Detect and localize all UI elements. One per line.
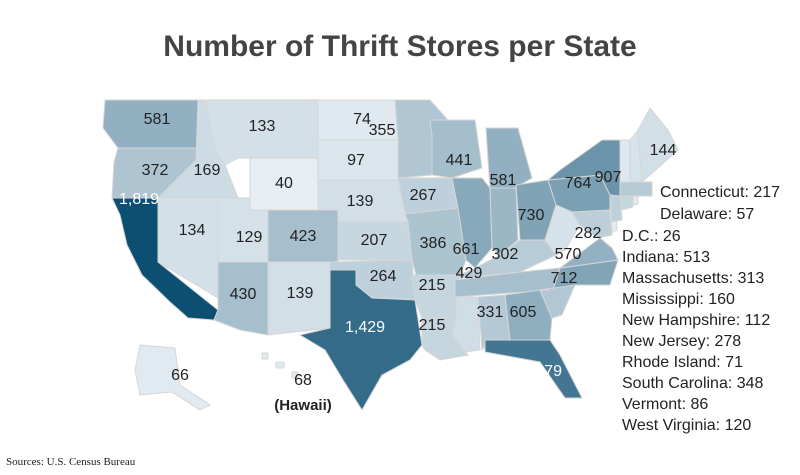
state-label-nv: 134	[179, 222, 206, 239]
state-ga	[504, 289, 553, 341]
state-fl	[484, 339, 583, 399]
state-label-fl: 1,279	[522, 363, 562, 380]
state-tx	[298, 269, 423, 411]
state-label-la: 215	[419, 317, 446, 334]
state-label-pa: 764	[565, 175, 592, 192]
state-label-ia: 267	[410, 187, 437, 204]
state-in	[489, 187, 519, 256]
state-il	[451, 177, 493, 269]
state-label-mn: 355	[369, 122, 396, 139]
callout-indiana: Indiana: 513	[622, 249, 711, 266]
callout-new-jersey: New Jersey: 278	[622, 333, 742, 350]
callout-vermont: Vermont: 86	[622, 396, 709, 413]
callout-mississippi: Mississippi: 160	[622, 291, 735, 308]
callout-dc: D.C.: 26	[622, 228, 681, 245]
callout-list-top: Connecticut: 217 Delaware: 57	[660, 182, 780, 226]
state-label-id: 169	[194, 162, 221, 179]
hawaii-name-label: (Hawaii)	[274, 397, 332, 414]
page-title: Number of Thrift Stores per State	[163, 30, 637, 63]
callout-massachusetts: Massachusetts: 313	[622, 270, 765, 287]
state-label-ak: 66	[171, 367, 189, 384]
state-label-ny: 907	[595, 169, 622, 186]
state-label-sd: 97	[347, 152, 365, 169]
state-label-nc: 712	[551, 270, 578, 287]
state-me	[637, 107, 679, 184]
callout-connecticut: Connecticut: 217	[660, 184, 781, 201]
state-hi	[261, 352, 299, 379]
source-note: Sources: U.S. Census Bureau	[6, 456, 136, 468]
state-label-ut: 129	[236, 229, 263, 246]
state-ct	[619, 195, 634, 211]
state-label-co: 423	[290, 228, 317, 245]
state-label-or: 372	[142, 162, 169, 179]
state-label-il: 661	[453, 241, 480, 258]
state-label-mo: 386	[420, 235, 447, 252]
state-label-tx: 1,429	[345, 319, 385, 336]
state-label-tn: 429	[456, 265, 483, 282]
state-label-wy: 40	[275, 175, 293, 192]
state-ak	[134, 344, 211, 411]
state-label-ar: 215	[419, 277, 446, 294]
state-label-nm: 139	[287, 285, 314, 302]
callout-rhode-island: Rhode Island: 71	[622, 354, 743, 371]
state-wi	[429, 119, 483, 179]
callout-west-virginia: West Virginia: 120	[622, 417, 752, 434]
state-label-mt: 133	[249, 118, 276, 135]
state-ri	[632, 195, 639, 206]
state-label-nd: 74	[353, 111, 371, 128]
state-label-hi: 68	[294, 372, 312, 389]
state-va	[558, 237, 619, 269]
state-label-oh: 730	[518, 207, 545, 224]
state-label-wi: 441	[446, 152, 473, 169]
callout-delaware: Delaware: 57	[660, 206, 755, 223]
state-label-ks: 207	[361, 232, 388, 249]
state-label-ok: 264	[370, 268, 397, 285]
state-label-va: 570	[555, 246, 582, 263]
callout-list: D.C.: 26 Indiana: 513 Massachusetts: 313…	[622, 226, 770, 436]
state-label-al: 331	[477, 304, 504, 321]
state-label-ga: 605	[510, 304, 537, 321]
state-ma	[619, 181, 653, 197]
state-label-mi: 581	[490, 172, 517, 189]
callout-new-hampshire: New Hampshire: 112	[622, 312, 771, 329]
state-label-md: 282	[575, 225, 602, 242]
state-label-ky: 302	[492, 246, 519, 263]
state-label-ca: 1,819	[119, 191, 159, 208]
state-label-ne: 139	[347, 193, 374, 210]
state-label-az: 430	[230, 286, 257, 303]
state-vt	[619, 139, 631, 183]
state-label-wa: 581	[144, 111, 171, 128]
callout-south-carolina: South Carolina: 348	[622, 375, 764, 392]
state-label-me: 144	[650, 142, 677, 159]
